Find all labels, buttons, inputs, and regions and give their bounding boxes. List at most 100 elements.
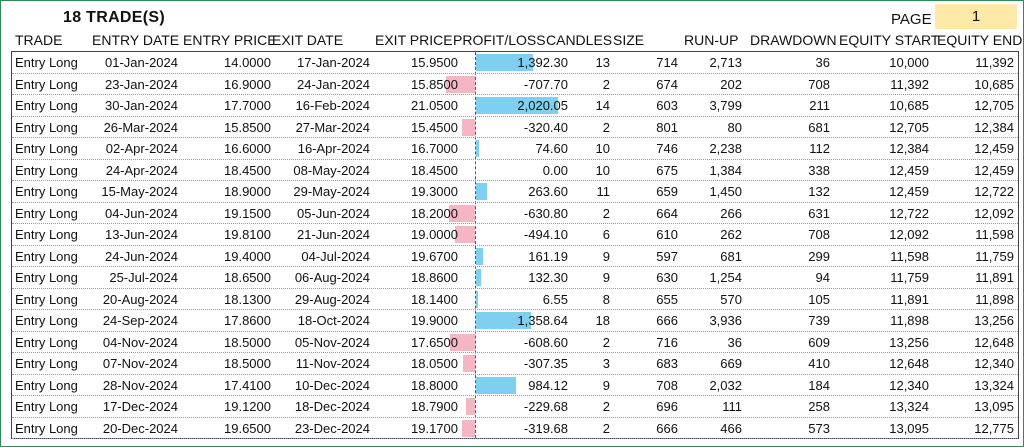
run-up-cell: 2,032 — [709, 377, 742, 393]
table-row[interactable]: Entry Long 04-Nov-2024 18.5000 05-Nov-2024 1… — [12, 332, 1018, 353]
candles-cell: 14 — [595, 98, 610, 113]
candles-cell: 10 — [595, 162, 610, 178]
equity-start-cell: 10,685 — [889, 98, 929, 113]
run-up-cell: 466 — [720, 420, 742, 436]
trade-type-cell: Entry Long — [15, 399, 78, 414]
profit-loss-cell: -608.60 — [523, 334, 568, 350]
equity-end-cell: 12,459 — [974, 141, 1014, 156]
loss-bar — [454, 226, 475, 243]
loss-bar — [462, 355, 475, 372]
equity-start-cell: 12,459 — [889, 184, 929, 199]
exit-price-cell: 19.9000 — [411, 313, 458, 328]
table-row[interactable]: Entry Long 13-Jun-2024 19.8100 21-Jun-2024 1… — [12, 224, 1018, 246]
table-row[interactable]: Entry Long 30-Jan-2024 17.7000 16-Feb-2024 2… — [12, 95, 1018, 117]
profit-loss-cell: 1,358.64 — [517, 313, 568, 328]
table-row[interactable]: Entry Long 04-Jun-2024 19.1500 05-Jun-2024 1… — [12, 203, 1018, 224]
entry-date-cell: 07-Nov-2024 — [102, 356, 178, 371]
size-cell: 597 — [656, 248, 678, 264]
size-cell: 675 — [656, 162, 678, 178]
exit-price-cell: 19.1700 — [411, 420, 458, 436]
table-row[interactable]: Entry Long 20-Aug-2024 18.1300 29-Aug-2024 1… — [12, 289, 1018, 310]
exit-price-cell: 18.2000 — [411, 205, 458, 221]
equity-start-cell: 13,324 — [889, 399, 929, 414]
equity-start-cell: 11,891 — [890, 291, 929, 307]
profit-bar — [476, 97, 558, 114]
entry-date-cell: 26-Mar-2024 — [103, 119, 178, 135]
equity-start-cell: 12,459 — [889, 162, 929, 178]
drawdown-cell: 105 — [808, 291, 830, 307]
table-row[interactable]: Entry Long 07-Nov-2024 18.5000 11-Nov-2024 1… — [12, 353, 1018, 375]
drawdown-cell: 184 — [808, 377, 830, 393]
header-candles: CANDLES — [546, 32, 613, 48]
drawdown-cell: 112 — [809, 141, 830, 156]
header-trade: TRADE — [15, 32, 63, 48]
equity-end-cell: 12,722 — [974, 184, 1014, 199]
table-row[interactable]: Entry Long 28-Nov-2024 17.4100 10-Dec-2024 1… — [12, 375, 1018, 396]
size-cell: 683 — [656, 356, 678, 371]
equity-end-cell: 12,459 — [974, 162, 1014, 178]
table-row[interactable]: Entry Long 24-Jun-2024 19.4000 04-Jul-2024 1… — [12, 246, 1018, 267]
table-row[interactable]: Entry Long 15-May-2024 18.9000 29-May-2024 1… — [12, 181, 1018, 203]
trade-count-title: 18 TRADE(S) — [63, 9, 165, 26]
entry-price-cell: 19.6500 — [224, 420, 271, 436]
size-cell: 708 — [656, 377, 678, 393]
equity-end-cell: 13,256 — [974, 313, 1014, 328]
profit-bar — [476, 247, 483, 265]
entry-price-cell: 19.4000 — [224, 248, 271, 264]
table-row[interactable]: Entry Long 01-Jan-2024 14.0000 17-Jan-2024 1… — [12, 52, 1018, 74]
entry-date-cell: 04-Nov-2024 — [102, 334, 178, 350]
header-equity-end: EQUITY END — [937, 32, 1023, 48]
table-row[interactable]: Entry Long 17-Dec-2024 19.1200 18-Dec-2024 1… — [12, 396, 1018, 418]
candles-cell: 13 — [595, 55, 610, 70]
exit-date-cell: 16-Apr-2024 — [297, 141, 370, 156]
candles-cell: 11 — [596, 184, 611, 199]
loss-bar — [449, 204, 475, 222]
table-row[interactable]: Entry Long 25-Jul-2024 18.6500 06-Aug-2024 1… — [12, 267, 1018, 289]
table-row[interactable]: Entry Long 24-Sep-2024 17.8600 18-Oct-2024 1… — [12, 310, 1018, 332]
size-cell: 610 — [656, 227, 678, 242]
table-row[interactable]: Entry Long 23-Jan-2024 16.9000 24-Jan-2024 1… — [12, 74, 1018, 95]
exit-price-cell: 15.8500 — [411, 76, 458, 92]
trade-type-cell: Entry Long — [15, 55, 78, 70]
profit-loss-cell: 263.60 — [528, 184, 568, 199]
table-row[interactable]: Entry Long 02-Apr-2024 16.6000 16-Apr-2024 1… — [12, 138, 1018, 160]
table-row[interactable]: Entry Long 26-Mar-2024 15.8500 27-Mar-2024 1… — [12, 117, 1018, 138]
run-up-cell: 80 — [727, 119, 742, 135]
header-exit-date: EXIT DATE — [272, 32, 344, 48]
size-cell: 664 — [656, 205, 678, 221]
table-row[interactable]: Entry Long 24-Apr-2024 18.4500 08-May-2024 1… — [12, 160, 1018, 181]
equity-end-cell: 10,685 — [974, 76, 1014, 92]
exit-date-cell: 11-Nov-2024 — [295, 356, 370, 371]
profit-bar — [476, 290, 478, 308]
loss-bar — [461, 118, 475, 136]
profit-loss-cell: -707.70 — [523, 76, 568, 92]
run-up-cell: 570 — [720, 291, 742, 307]
equity-start-cell: 13,256 — [889, 334, 929, 350]
exit-price-cell: 19.0000 — [411, 227, 458, 242]
exit-date-cell: 24-Jan-2024 — [297, 76, 370, 92]
table-row[interactable]: Entry Long 20-Dec-2024 19.6500 23-Dec-2024 1… — [12, 418, 1018, 439]
exit-price-cell: 18.8600 — [411, 270, 458, 285]
candles-cell: 2 — [602, 399, 610, 414]
header-equity-start: EQUITY START — [839, 32, 940, 48]
candles-cell: 2 — [602, 420, 610, 436]
trade-type-cell: Entry Long — [15, 270, 78, 285]
drawdown-cell: 211 — [809, 98, 830, 113]
run-up-cell: 681 — [720, 248, 742, 264]
header-exit-price: EXIT PRICE — [375, 32, 453, 48]
trade-type-cell: Entry Long — [15, 313, 78, 328]
page-number-input[interactable]: 1 — [935, 4, 1017, 29]
profit-bar — [476, 54, 533, 71]
size-cell: 674 — [656, 76, 678, 92]
trade-type-cell: Entry Long — [15, 119, 78, 135]
entry-price-cell: 18.4500 — [224, 162, 271, 178]
header-run-up: RUN-UP — [684, 32, 739, 48]
candles-cell: 18 — [595, 313, 610, 328]
equity-end-cell: 11,891 — [975, 270, 1014, 285]
size-cell: 714 — [656, 55, 678, 70]
exit-date-cell: 18-Oct-2024 — [297, 313, 370, 328]
exit-price-cell: 19.6700 — [411, 248, 458, 264]
exit-date-cell: 23-Dec-2024 — [294, 420, 370, 436]
header-profit-loss: PROFIT/LOSS — [453, 32, 546, 48]
entry-date-cell: 01-Jan-2024 — [105, 55, 178, 70]
